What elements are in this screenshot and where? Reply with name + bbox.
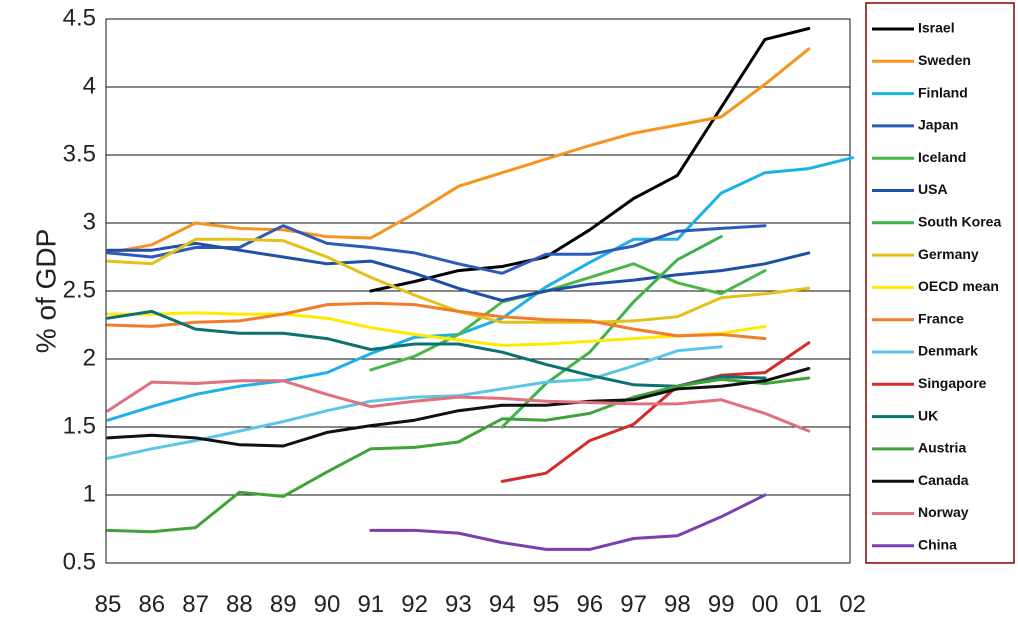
legend-label-norway: Norway	[918, 504, 969, 520]
legend-label-canada: Canada	[918, 472, 969, 488]
legend-label-finland: Finland	[918, 84, 968, 100]
series-line-denmark	[106, 345, 723, 460]
x-tick-label: 89	[270, 591, 297, 618]
x-tick-label: 96	[576, 591, 603, 618]
x-tick-label: 98	[664, 591, 691, 618]
legend-label-iceland: Iceland	[918, 149, 966, 165]
y-tick-labels: 0.5 1 1.5 2 2.5 3 3.5 4 4.5	[63, 4, 96, 575]
y-tick-label: 1	[83, 480, 96, 507]
x-tick-label: 87	[182, 591, 209, 618]
legend-label-austria: Austria	[918, 440, 966, 456]
x-tick-label: 00	[752, 591, 779, 618]
legend	[865, 2, 1015, 564]
gridlines	[106, 18, 850, 564]
series-line-usa	[106, 241, 811, 302]
series-line-sweden	[106, 47, 811, 255]
x-tick-label: 95	[533, 591, 560, 618]
y-tick-label: 2	[83, 344, 96, 371]
legend-label-israel: Israel	[918, 20, 955, 36]
legend-label-sweden: Sweden	[918, 52, 971, 68]
x-tick-label: 94	[489, 591, 516, 618]
x-tick-label: 99	[708, 591, 735, 618]
y-tick-label: 4	[83, 72, 96, 99]
legend-items: Israel Sweden Finland Japan Iceland USA South …	[872, 20, 1001, 553]
x-tick-labels: 85 86 87 88 89 90 91 92 93 94 95 96 97 98 99 00 01 02	[95, 591, 866, 618]
x-tick-label: 88	[226, 591, 253, 618]
series-line-norway	[106, 379, 811, 433]
legend-label-china: China	[918, 537, 957, 553]
legend-label-japan: Japan	[918, 117, 958, 133]
series-line-canada	[106, 367, 811, 448]
x-tick-label: 93	[445, 591, 472, 618]
legend-label-south-korea: South Korea	[918, 214, 1001, 230]
x-tick-label: 97	[620, 591, 647, 618]
x-tick-label: 90	[314, 591, 341, 618]
series-line-finland	[106, 156, 855, 422]
series-lines	[106, 27, 855, 551]
series-line-south-korea	[500, 235, 723, 429]
y-tick-label: 3.5	[63, 140, 96, 167]
y-tick-label: 2.5	[63, 276, 96, 303]
legend-label-singapore: Singapore	[918, 375, 987, 391]
legend-label-germany: Germany	[918, 246, 979, 262]
legend-label-france: France	[918, 310, 964, 326]
x-tick-label: 86	[138, 591, 165, 618]
series-line-uk	[106, 309, 767, 388]
y-tick-label: 3	[83, 208, 96, 235]
x-tick-label: 91	[357, 591, 384, 618]
x-tick-label: 92	[401, 591, 428, 618]
series-line-israel	[369, 27, 811, 293]
series-line-oecd-mean	[106, 311, 767, 347]
legend-label-oecd-mean: OECD mean	[918, 278, 999, 294]
series-line-france	[106, 301, 767, 341]
x-tick-label: 01	[795, 591, 822, 618]
y-tick-label: 4.5	[63, 4, 96, 31]
legend-label-uk: UK	[918, 407, 938, 423]
x-tick-label: 02	[839, 591, 866, 618]
y-axis-label: % of GDP	[30, 229, 61, 353]
legend-label-denmark: Denmark	[918, 343, 978, 359]
y-tick-label: 1.5	[63, 412, 96, 439]
x-tick-label: 85	[95, 591, 122, 618]
series-line-china	[369, 493, 767, 551]
legend-label-usa: USA	[918, 181, 948, 197]
y-tick-label: 0.5	[63, 548, 96, 575]
series-line-austria	[106, 376, 811, 534]
